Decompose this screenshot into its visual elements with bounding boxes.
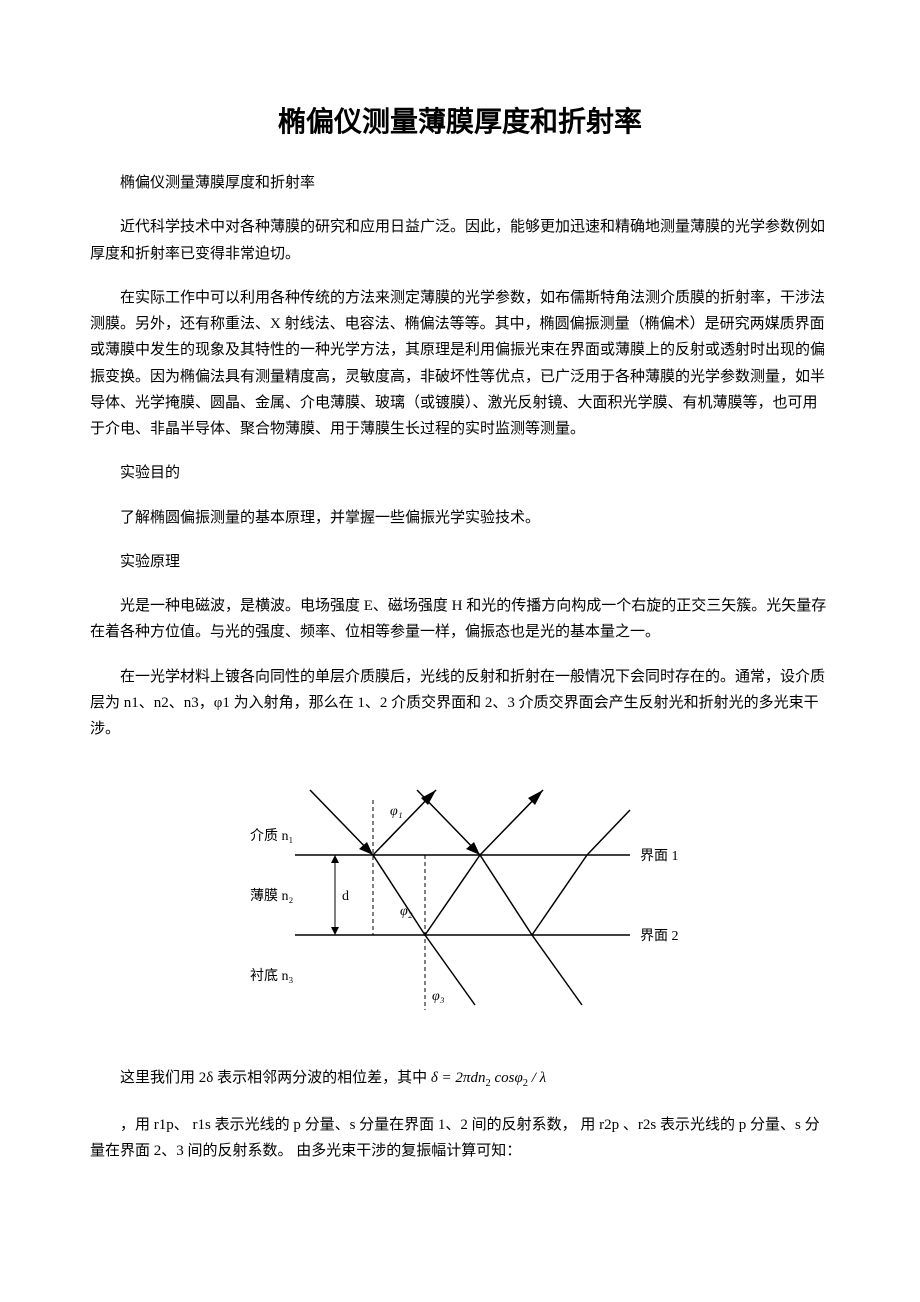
- label-substrate: 衬底 n₃: [250, 968, 293, 984]
- refracted-ray-2: [480, 855, 532, 935]
- label-interface-1: 界面 1: [640, 849, 679, 864]
- label-interface-2: 界面 2: [640, 929, 679, 944]
- phase-diff-prefix: 这里我们用 2δ 表示相邻两分波的相位差，其中: [120, 1070, 427, 1086]
- transmitted-ray-2: [532, 935, 582, 1005]
- thickness-arrow-up: [331, 855, 339, 863]
- label-film: 薄膜 n₂: [250, 888, 293, 904]
- label-phi1: φ₁: [390, 804, 403, 819]
- thickness-arrow-down: [331, 927, 339, 935]
- paragraph-phase-diff: 这里我们用 2δ 表示相邻两分波的相位差，其中 δ = 2πdn2 cosφ2 …: [90, 1065, 830, 1093]
- paragraph-intro-2: 在实际工作中可以利用各种传统的方法来测定薄膜的光学参数，如布儒斯特角法测介质膜的…: [90, 285, 830, 443]
- internal-reflected-ray-2: [532, 855, 587, 935]
- diagram-svg: 介质 n₁ 薄膜 n₂ 衬底 n₃ 界面 1 界面 2 φ₁ φ₂ φ₃ d: [200, 760, 720, 1030]
- paragraph-reflection-coef: ，用 r1p、 r1s 表示光线的 p 分量、s 分量在界面 1、2 间的反射系…: [90, 1112, 830, 1165]
- label-phi3: φ₃: [432, 989, 445, 1004]
- label-medium-1: 介质 n₁: [250, 828, 293, 844]
- paragraph-purpose: 了解椭圆偏振测量的基本原理，并掌握一些偏振光学实验技术。: [90, 505, 830, 531]
- arrow-incident-1: [359, 842, 373, 855]
- exit-ray: [587, 810, 630, 855]
- refracted-ray-1: [373, 855, 425, 935]
- subtitle-line: 椭偏仪测量薄膜厚度和折射率: [90, 170, 830, 196]
- paragraph-principle-2: 在一光学材料上镀各向同性的单层介质膜后，光线的反射和折射在一般情况下会同时存在的…: [90, 664, 830, 743]
- section-heading-principle: 实验原理: [90, 549, 830, 575]
- internal-reflected-ray: [425, 855, 480, 935]
- optics-diagram: 介质 n₁ 薄膜 n₂ 衬底 n₃ 界面 1 界面 2 φ₁ φ₂ φ₃ d: [90, 760, 830, 1035]
- label-d: d: [342, 889, 349, 904]
- arrow-incident-2: [466, 842, 480, 855]
- paragraph-intro-1: 近代科学技术中对各种薄膜的研究和应用日益广泛。因此，能够更加迅速和精确地测量薄膜…: [90, 214, 830, 267]
- label-phi2: φ₂: [400, 904, 413, 919]
- section-heading-purpose: 实验目的: [90, 460, 830, 486]
- equation-delta: δ = 2πdn2 cosφ2 / λ: [431, 1070, 546, 1086]
- paragraph-principle-1: 光是一种电磁波，是横波。电场强度 E、磁场强度 H 和光的传播方向构成一个右旋的…: [90, 593, 830, 646]
- document-title: 椭偏仪测量薄膜厚度和折射率: [90, 100, 830, 140]
